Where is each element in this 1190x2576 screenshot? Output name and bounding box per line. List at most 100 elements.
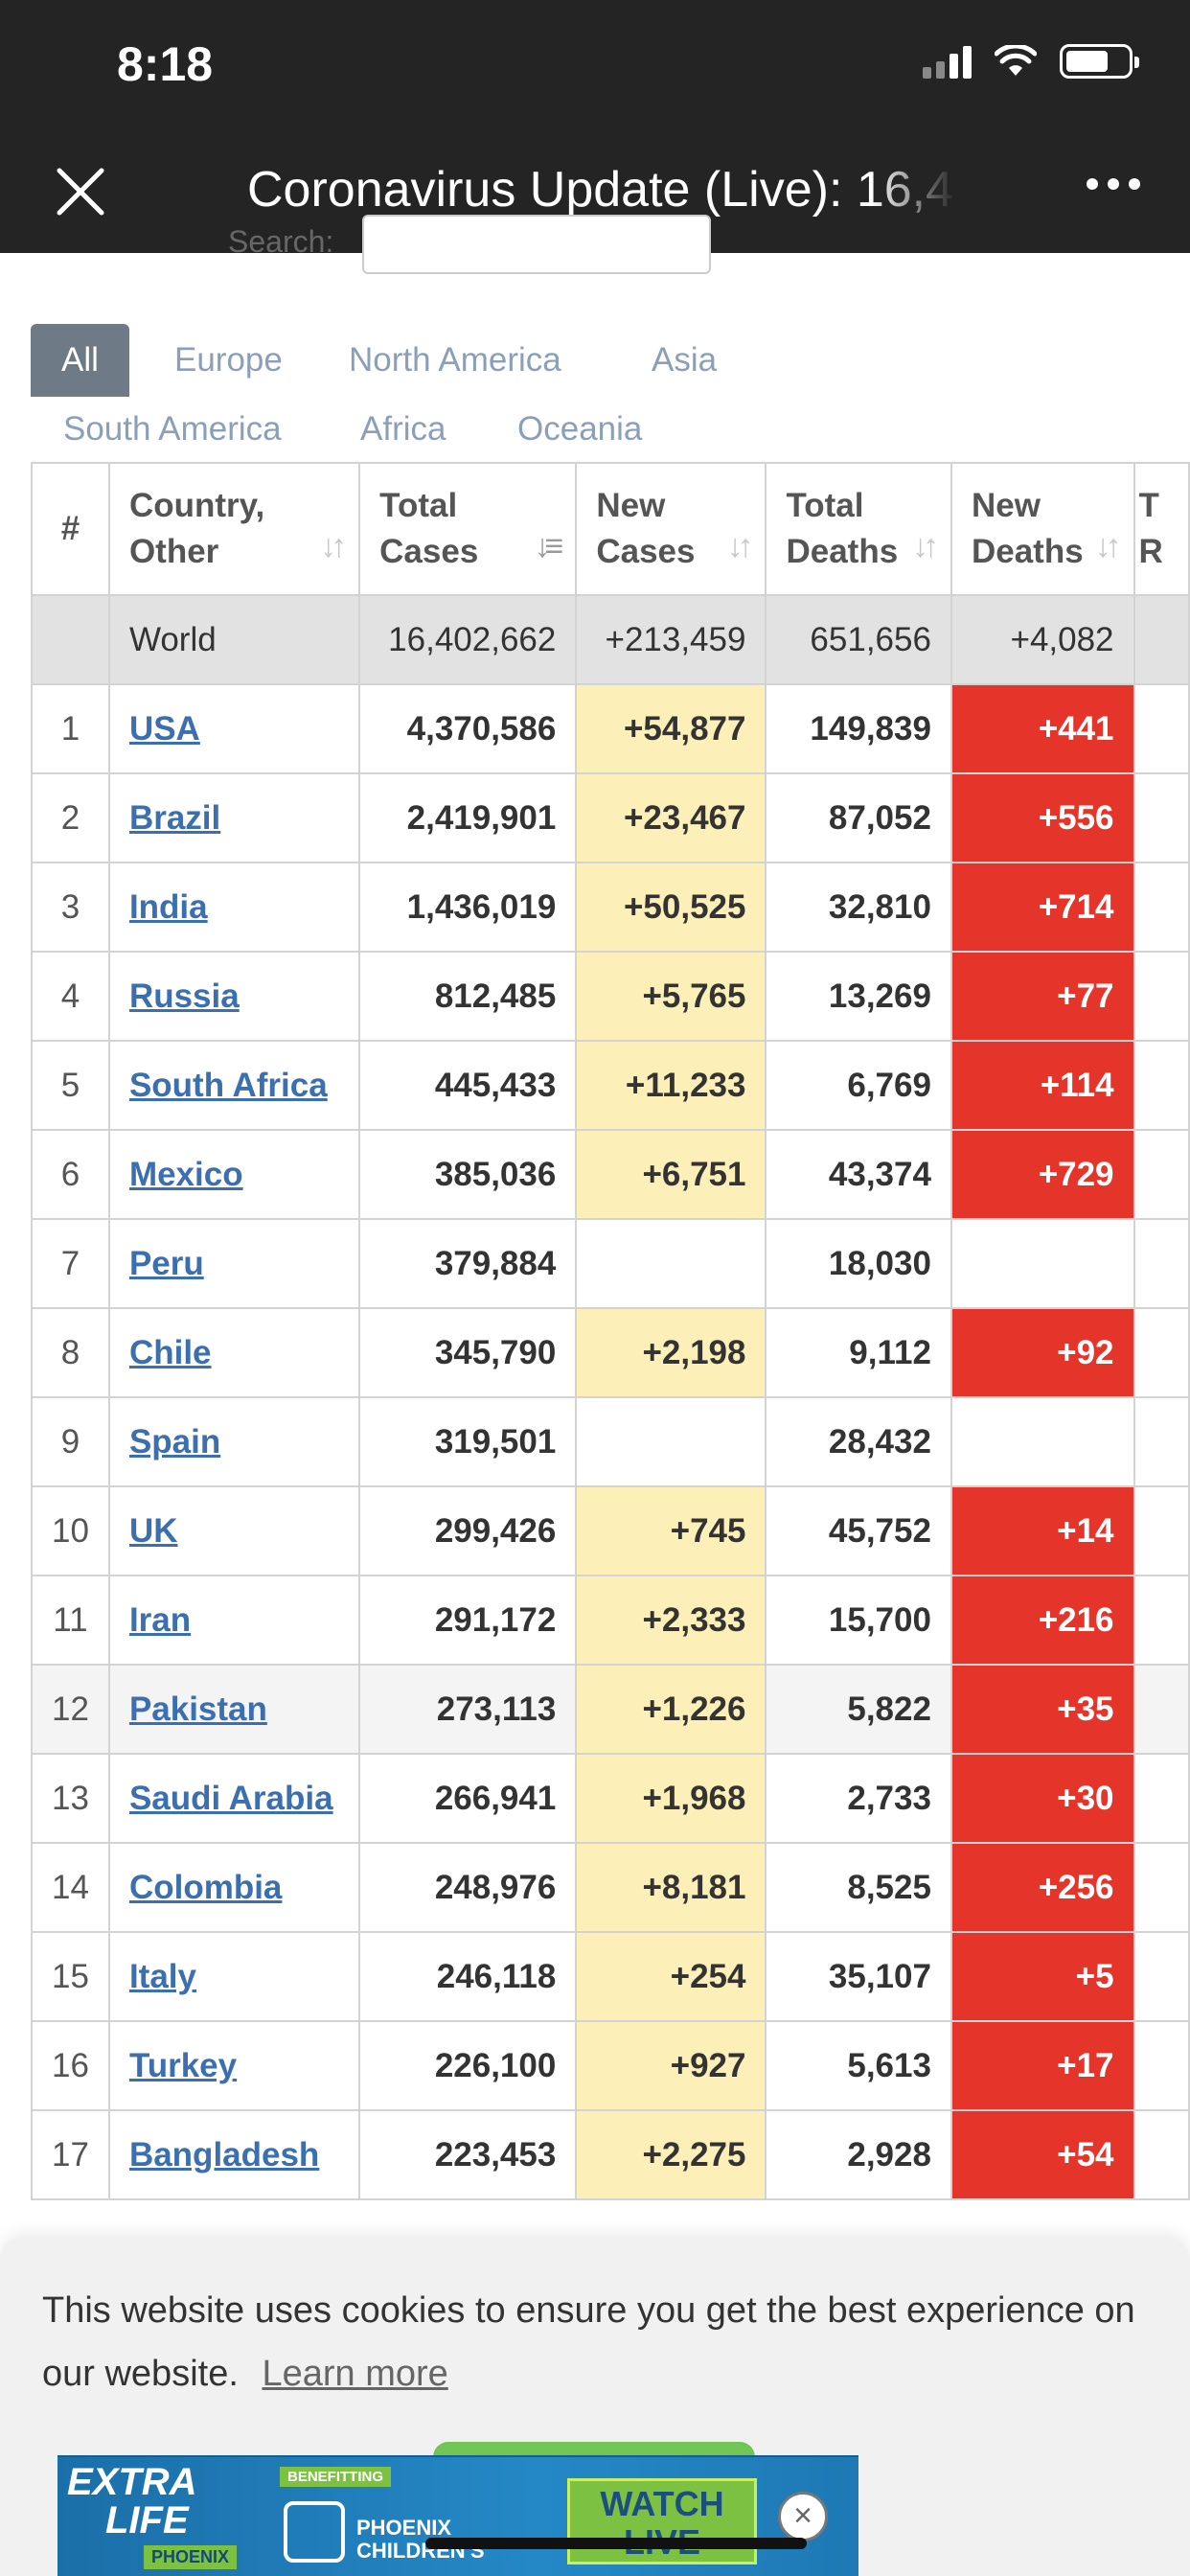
- table-cell: [1133, 1753, 1190, 1844]
- total-cases-cell: 4,370,586: [358, 683, 578, 774]
- country-cell: Mexico: [107, 1129, 361, 1220]
- country-link[interactable]: Brazil: [128, 798, 221, 837]
- search-input[interactable]: [362, 215, 711, 274]
- country-link[interactable]: India: [128, 887, 208, 926]
- table-row: 15 Italy 246,118 +254 35,107 +5: [31, 1931, 1190, 2022]
- header-new-deaths[interactable]: New Deaths ↓↑: [950, 462, 1135, 596]
- total-deaths-cell: 8,525: [765, 1842, 952, 1933]
- header-total-deaths[interactable]: Total Deaths ↓↑: [765, 462, 952, 596]
- total-cases-cell: 299,426: [358, 1485, 578, 1576]
- tab-north-america[interactable]: North America: [349, 341, 561, 379]
- total-deaths-cell: 13,269: [765, 951, 952, 1042]
- country-cell: Italy: [107, 1931, 361, 2022]
- cellular-signal-icon: [923, 44, 972, 79]
- total-cases-cell: 246,118: [358, 1931, 578, 2022]
- header-new-cases[interactable]: New Cases ↓↑: [575, 462, 767, 596]
- country-link[interactable]: Pakistan: [128, 1690, 267, 1728]
- table-row: 17 Bangladesh 223,453 +2,275 2,928 +54: [31, 2109, 1190, 2200]
- table-cell: [1133, 2020, 1190, 2111]
- table-row: 6 Mexico 385,036 +6,751 43,374 +729: [31, 1129, 1190, 1220]
- country-link[interactable]: Bangladesh: [128, 2135, 320, 2174]
- sort-desc-icon: ↓≡: [534, 528, 564, 564]
- home-indicator[interactable]: [425, 2538, 807, 2549]
- tab-oceania[interactable]: Oceania: [517, 410, 643, 448]
- header-country[interactable]: Country, Other ↓↑: [107, 462, 361, 596]
- table-cell: [1133, 1931, 1190, 2022]
- watch-live-button[interactable]: WATCHLIVE: [567, 2478, 757, 2564]
- ad-tag: PHOENIX: [144, 2545, 238, 2569]
- row-index: 1: [31, 683, 110, 774]
- total-cases-cell: 226,100: [358, 2020, 578, 2111]
- total-deaths-cell: 5,613: [765, 2020, 952, 2111]
- new-deaths-cell: +30: [950, 1753, 1135, 1844]
- country-cell: Colombia: [107, 1842, 361, 1933]
- table-row: 1 USA 4,370,586 +54,877 149,839 +441: [31, 683, 1190, 774]
- world-new-cases: +213,459: [575, 594, 767, 685]
- status-time: 8:18: [117, 37, 214, 91]
- status-icons: [923, 44, 1139, 79]
- country-link[interactable]: Russia: [128, 977, 240, 1015]
- more-options-icon[interactable]: [1087, 178, 1140, 190]
- table-cell: [1133, 1307, 1190, 1398]
- total-cases-cell: 223,453: [358, 2109, 578, 2200]
- country-link[interactable]: Peru: [128, 1244, 204, 1282]
- table-row: 2 Brazil 2,419,901 +23,467 87,052 +556: [31, 772, 1190, 863]
- country-link[interactable]: Chile: [128, 1333, 212, 1371]
- country-cell: Pakistan: [107, 1664, 361, 1755]
- table-cell: [31, 594, 110, 685]
- country-link[interactable]: USA: [128, 709, 200, 748]
- country-link[interactable]: Italy: [128, 1957, 196, 1995]
- total-cases-cell: 266,941: [358, 1753, 578, 1844]
- new-deaths-cell: +114: [950, 1040, 1135, 1131]
- new-cases-cell: [575, 1396, 767, 1487]
- country-link[interactable]: Saudi Arabia: [128, 1779, 333, 1817]
- country-link[interactable]: Mexico: [128, 1155, 243, 1193]
- status-bar: 8:18: [0, 0, 1190, 134]
- learn-more-link[interactable]: Learn more: [262, 2354, 448, 2394]
- country-link[interactable]: Iran: [128, 1600, 192, 1639]
- table-cell: [1133, 772, 1190, 863]
- new-cases-cell: +2,275: [575, 2109, 767, 2200]
- total-cases-cell: 345,790: [358, 1307, 578, 1398]
- row-index: 15: [31, 1931, 110, 2022]
- new-deaths-cell: +77: [950, 951, 1135, 1042]
- tab-all[interactable]: All: [31, 324, 129, 397]
- country-link[interactable]: Spain: [128, 1422, 221, 1460]
- table-cell: [1133, 2109, 1190, 2200]
- cookie-message: This website uses cookies to ensure you …: [42, 2279, 1154, 2405]
- new-cases-cell: +6,751: [575, 1129, 767, 1220]
- country-link[interactable]: Turkey: [128, 2046, 238, 2084]
- table-cell: [1133, 683, 1190, 774]
- total-cases-cell: 1,436,019: [358, 862, 578, 953]
- total-deaths-cell: 28,432: [765, 1396, 952, 1487]
- table-cell: [1133, 1040, 1190, 1131]
- world-row: World 16,402,662 +213,459 651,656 +4,082: [31, 594, 1190, 685]
- total-deaths-cell: 6,769: [765, 1040, 952, 1131]
- tab-asia[interactable]: Asia: [652, 341, 718, 379]
- search-label: Search:: [228, 224, 334, 259]
- ad-banner[interactable]: EXTRA LIFE PHOENIX BENEFITTING PHOENIX CHI…: [57, 2455, 858, 2576]
- tab-south-america[interactable]: South America: [63, 410, 282, 448]
- total-deaths-cell: 9,112: [765, 1307, 952, 1398]
- close-ad-icon[interactable]: ×: [778, 2492, 828, 2542]
- tab-europe[interactable]: Europe: [174, 341, 283, 379]
- row-index: 12: [31, 1664, 110, 1755]
- country-cell: Peru: [107, 1218, 361, 1309]
- table-cell: [1133, 1575, 1190, 1666]
- country-link[interactable]: UK: [128, 1511, 178, 1550]
- country-link[interactable]: South Africa: [128, 1066, 328, 1104]
- close-icon[interactable]: [50, 161, 111, 222]
- country-link[interactable]: Colombia: [128, 1868, 283, 1906]
- table-cell: [1133, 594, 1190, 685]
- row-index: 4: [31, 951, 110, 1042]
- table-cell: [1133, 1485, 1190, 1576]
- header-total-cases[interactable]: Total Cases ↓≡: [358, 462, 578, 596]
- total-deaths-cell: 35,107: [765, 1931, 952, 2022]
- tab-africa[interactable]: Africa: [360, 410, 446, 448]
- country-cell: Chile: [107, 1307, 361, 1398]
- new-deaths-cell: +714: [950, 862, 1135, 953]
- total-deaths-cell: 149,839: [765, 683, 952, 774]
- total-deaths-cell: 32,810: [765, 862, 952, 953]
